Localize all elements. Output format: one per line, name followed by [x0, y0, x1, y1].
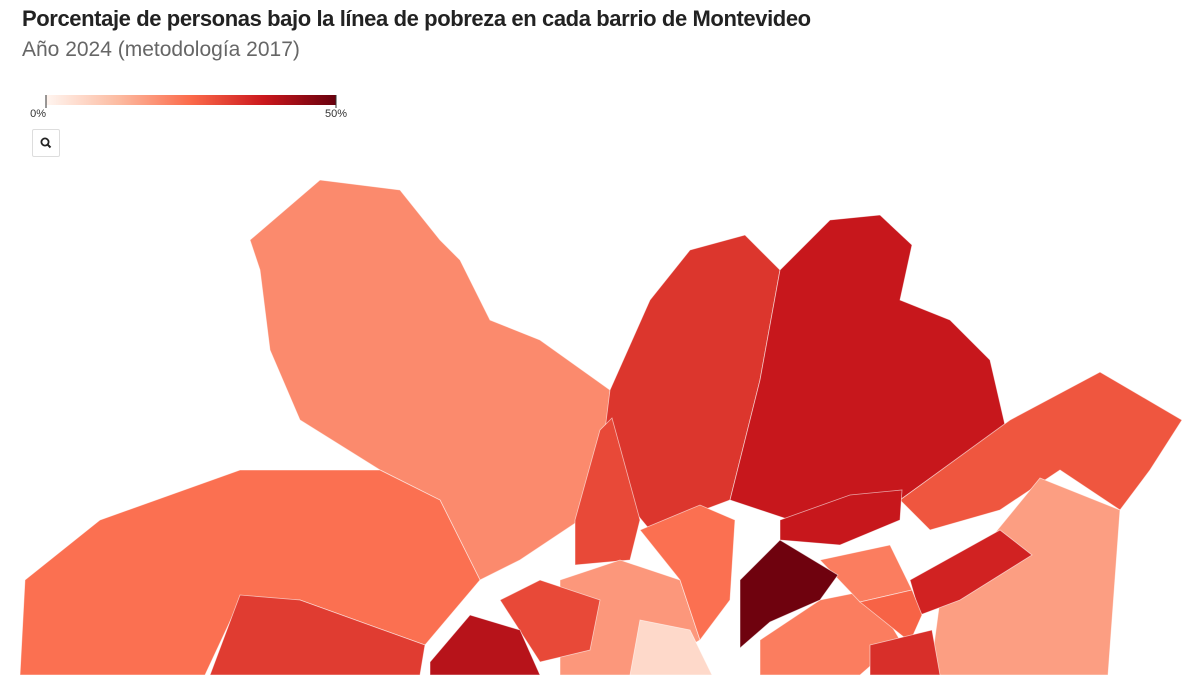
region	[209, 594, 426, 675]
region	[739, 539, 839, 649]
region	[629, 619, 713, 675]
region	[429, 614, 541, 675]
region	[729, 214, 1006, 521]
search-icon	[40, 137, 52, 149]
region	[869, 629, 941, 675]
map-subtitle: Año 2024 (metodología 2017)	[22, 38, 300, 61]
region	[574, 417, 641, 566]
legend-label: 0%	[30, 108, 46, 120]
legend-bar	[46, 95, 336, 105]
search-button[interactable]	[32, 129, 60, 157]
region	[499, 579, 601, 663]
legend-label: 50%	[325, 108, 347, 120]
region	[859, 589, 923, 643]
region	[19, 469, 481, 675]
region	[639, 504, 736, 641]
map-title: Porcentaje de personas bajo la línea de …	[22, 6, 811, 31]
region	[899, 371, 1183, 531]
